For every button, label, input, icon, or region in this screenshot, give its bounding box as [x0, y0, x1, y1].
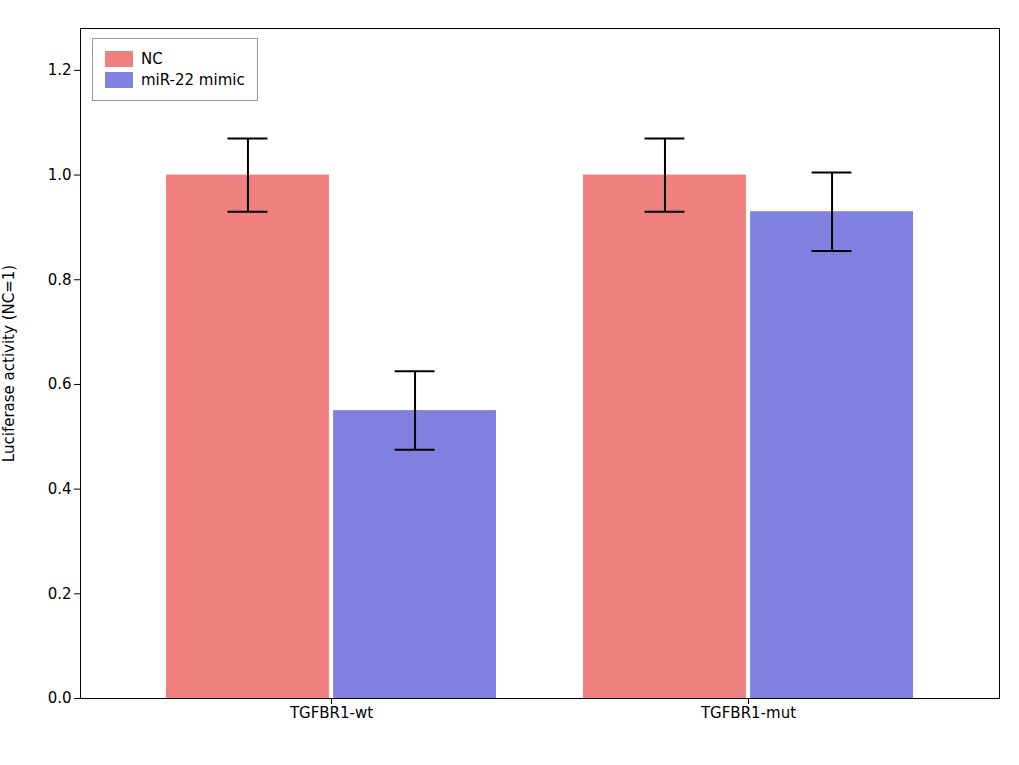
svg-text:0.4: 0.4	[48, 480, 72, 498]
svg-text:TGFBR1-mut: TGFBR1-mut	[700, 704, 796, 722]
svg-text:0.0: 0.0	[48, 689, 72, 707]
html-text:NC: NC	[141, 50, 163, 68]
svg-text:1.2: 1.2	[48, 61, 72, 79]
svg-text:1.0: 1.0	[48, 166, 72, 184]
svg-text:0.2: 0.2	[48, 585, 72, 603]
svg-text:TGFBR1-wt: TGFBR1-wt	[289, 704, 373, 722]
svg-text:Luciferase activity (NC=1): Luciferase activity (NC=1)	[0, 265, 18, 462]
svg-text:0.6: 0.6	[48, 375, 72, 393]
html-text:miR-22 mimic: miR-22 mimic	[141, 71, 245, 89]
svg-text:0.8: 0.8	[48, 271, 72, 289]
